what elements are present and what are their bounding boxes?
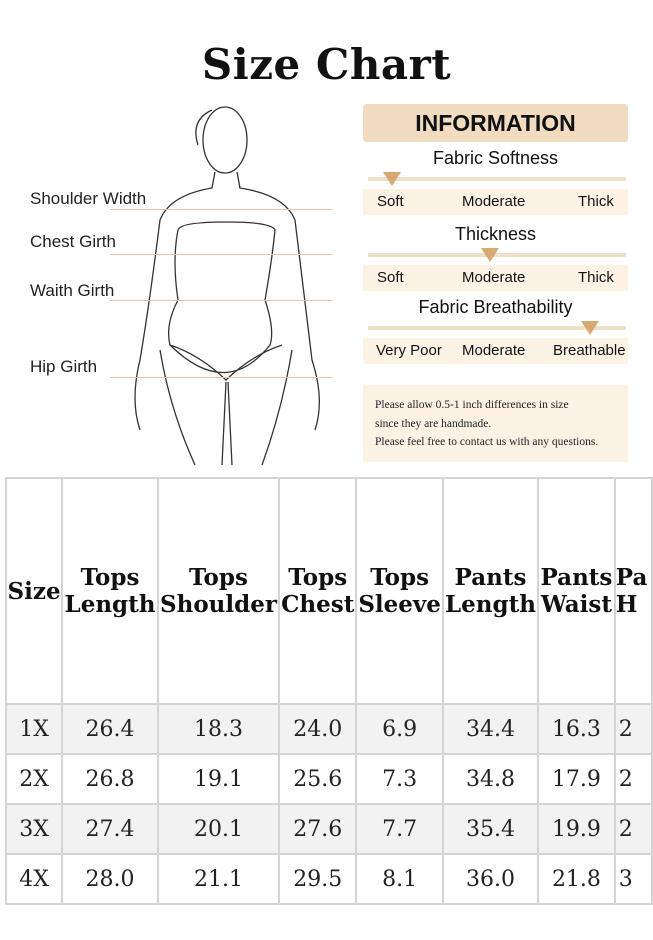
waist-line [110, 300, 332, 301]
thickness-marker-icon [481, 248, 499, 262]
breathability-title: Fabric Breathability [418, 297, 573, 317]
measurement-cell: 34.8 [441, 753, 540, 805]
chest-line [110, 254, 332, 255]
softness-scale: Soft Moderate Thick [363, 189, 628, 215]
scale-label: Breathable [553, 342, 626, 359]
scale-label: Soft [377, 269, 404, 286]
header-text: Waist [540, 591, 612, 618]
scale-label: Thick [578, 269, 614, 286]
scale-label: Moderate [462, 193, 526, 210]
column-header: Tops Sleeve [355, 477, 444, 705]
measurement-cell: 2 [613, 703, 653, 755]
size-cell: 1X [4, 703, 64, 755]
header-text: Tops [189, 564, 248, 591]
header-text: Size [7, 577, 61, 605]
header-text: H [615, 591, 638, 618]
measurement-cell: 2 [613, 753, 653, 805]
measurement-cell: 17.9 [537, 753, 616, 805]
label-shoulder-width: Shoulder Width [30, 189, 147, 208]
thickness-scale: Soft Moderate Thick [363, 265, 628, 291]
table-row: 4X 28.0 21.1 29.5 8.1 36.0 21.8 3 [4, 853, 653, 905]
measurement-cell: 7.7 [355, 803, 444, 855]
measurement-cell: 19.9 [537, 803, 616, 855]
breathability-marker-icon [581, 321, 599, 335]
label-chest-girth: Chest Girth [30, 232, 116, 251]
size-cell: 2X [4, 753, 64, 805]
size-table: Size Tops Length Tops Shoulder Tops Chest Tops S… [4, 477, 653, 905]
size-note: Please allow 0.5-1 inch differences in s… [363, 385, 628, 462]
body-figure-illustration [134, 106, 320, 465]
measurement-cell: 16.3 [537, 703, 616, 755]
measurement-cell: 29.5 [278, 853, 358, 905]
measurement-cell: 26.4 [61, 703, 159, 755]
column-header: Pants Length [441, 477, 540, 705]
measurement-cell: 6.9 [355, 703, 444, 755]
measurement-cell: 27.4 [61, 803, 159, 855]
measurement-cell: 3 [613, 853, 653, 905]
measurement-cell: 2 [613, 803, 653, 855]
measurement-cell: 27.6 [278, 803, 358, 855]
shoulder-line [110, 209, 332, 210]
size-cell: 4X [4, 853, 64, 905]
header-text: Tops [370, 564, 430, 591]
column-header: Pants Waist [537, 477, 616, 705]
measurement-cell: 21.1 [156, 853, 281, 905]
size-cell: 3X [4, 803, 64, 855]
measurement-cell: 28.0 [61, 853, 159, 905]
measurement-cell: 35.4 [441, 803, 540, 855]
softness-track [368, 177, 626, 181]
column-header: Tops Shoulder [156, 477, 281, 705]
table-header-row: Size Tops Length Tops Shoulder Tops Chest Tops S… [4, 477, 653, 705]
label-hip-girth: Hip Girth [30, 357, 98, 376]
column-header: Tops Length [61, 477, 159, 705]
note-line: since they are handmade. [375, 417, 492, 430]
label-waist-girth: Waith Girth [30, 281, 115, 300]
header-text: Pants [454, 564, 527, 591]
scale-label: Moderate [462, 269, 526, 286]
header-text: Pants [540, 564, 613, 591]
thickness-title: Thickness [454, 224, 537, 244]
measurement-cell: 25.6 [278, 753, 358, 805]
page-title: Size Chart [201, 40, 452, 89]
scale-label: Very Poor [376, 342, 442, 359]
table-row: 1X 26.4 18.3 24.0 6.9 34.4 16.3 2 [4, 703, 653, 755]
header-text: Length [444, 591, 536, 618]
breathability-scale: Very Poor Moderate Breathable [363, 338, 628, 364]
header-text: Pa [615, 564, 648, 591]
measurement-cell: 20.1 [156, 803, 281, 855]
header-text: Length [64, 591, 156, 618]
column-header: Tops Chest [278, 477, 358, 705]
note-line: Please feel free to contact us with any … [375, 436, 599, 448]
table-row: 3X 27.4 20.1 27.6 7.7 35.4 19.9 2 [4, 803, 653, 855]
header-text: Shoulder [159, 591, 277, 618]
header-text: Chest [281, 591, 355, 618]
column-header: Pa H [613, 477, 653, 705]
measurement-cell: 21.8 [537, 853, 616, 905]
measurement-cell: 8.1 [355, 853, 444, 905]
measurement-cell: 24.0 [278, 703, 358, 755]
table-row: 2X 26.8 19.1 25.6 7.3 34.8 17.9 2 [4, 753, 653, 805]
scale-label: Moderate [462, 342, 526, 359]
note-line: Please allow 0.5-1 inch differences in s… [375, 399, 569, 411]
header-text: Tops [80, 564, 140, 591]
measurement-cell: 19.1 [156, 753, 281, 805]
measurement-cell: 26.8 [61, 753, 159, 805]
header-text: Tops [288, 564, 348, 591]
column-header: Size [4, 477, 64, 705]
measurement-cell: 18.3 [156, 703, 281, 755]
scale-label: Soft [377, 193, 404, 210]
softness-marker-icon [383, 172, 401, 186]
measurement-cell: 36.0 [441, 853, 540, 905]
header-text: Sleeve [358, 591, 441, 618]
hip-line [110, 377, 332, 378]
breathability-track [368, 326, 626, 330]
measurement-cell: 34.4 [441, 703, 540, 755]
softness-title: Fabric Softness [432, 148, 559, 168]
measurement-cell: 7.3 [355, 753, 444, 805]
information-heading: INFORMATION [363, 104, 628, 142]
scale-label: Thick [578, 193, 614, 210]
